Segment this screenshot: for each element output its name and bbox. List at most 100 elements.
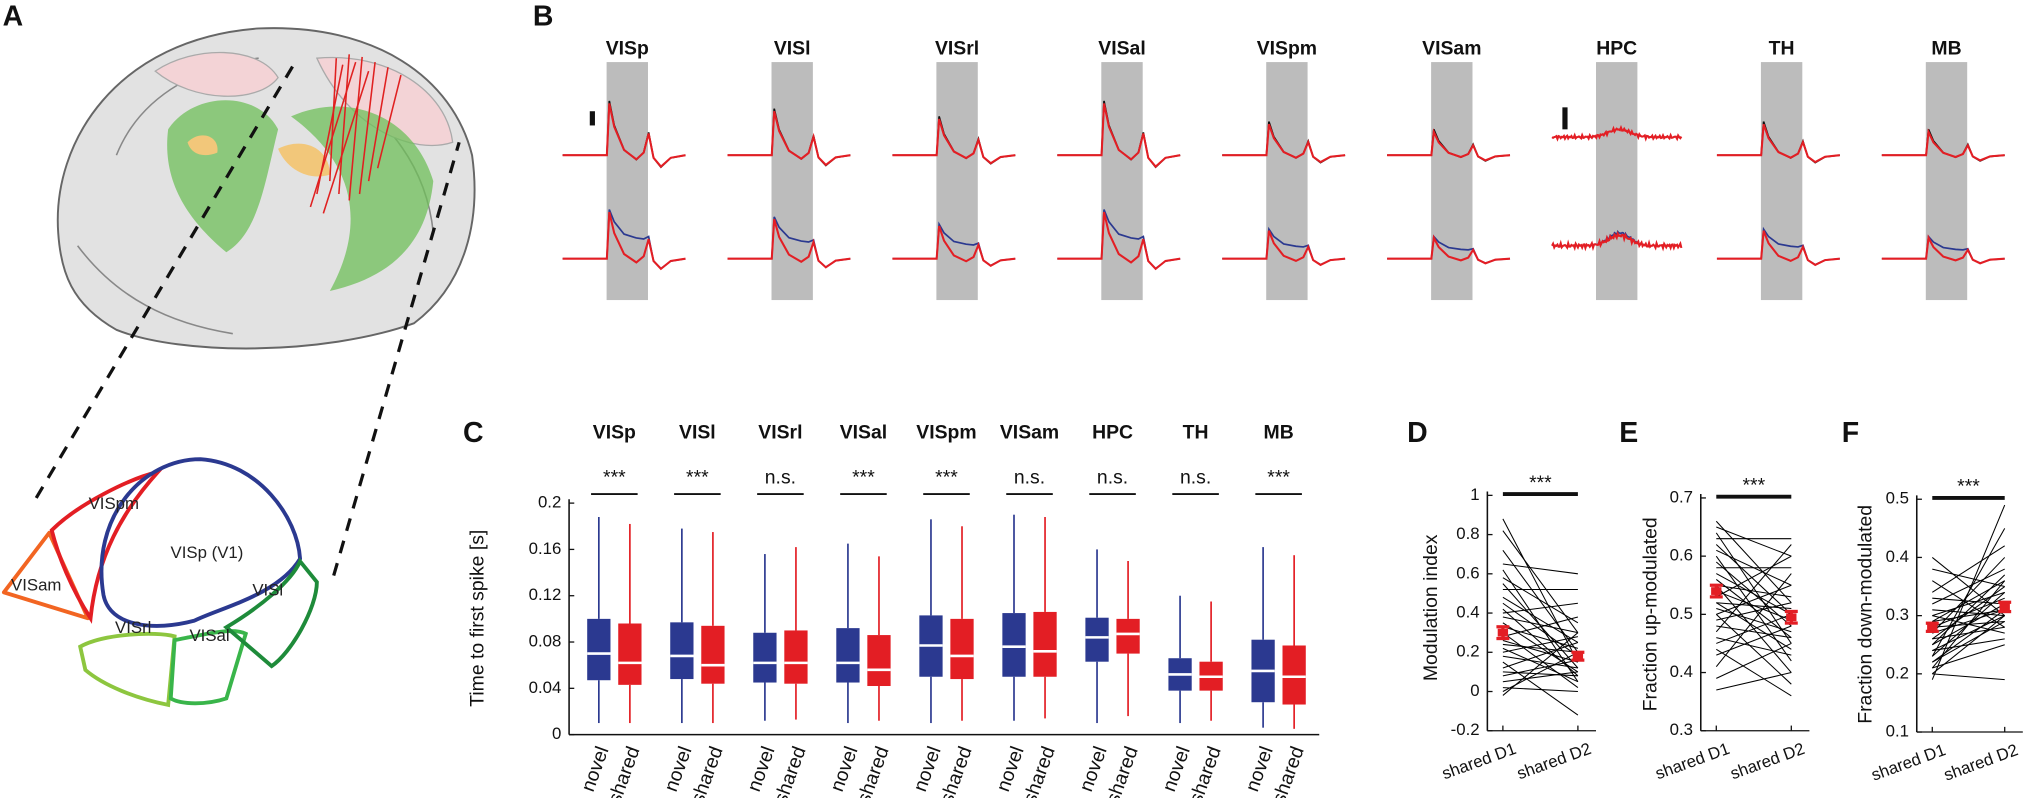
- y-tick-label: 0.5: [1886, 489, 1909, 508]
- mean-marker: [1711, 587, 1722, 595]
- significance: ***: [1742, 474, 1765, 496]
- panel-letter: B: [533, 1, 554, 33]
- trace: [1057, 103, 1181, 169]
- y-axis-label: Time to first spike [s]: [467, 530, 489, 707]
- stimulus-window: [1925, 62, 1968, 301]
- area-label: VISal: [189, 626, 229, 645]
- trace: [1716, 230, 1840, 267]
- significance: ***: [603, 467, 626, 489]
- y-tick-label: 0.2: [1456, 642, 1479, 661]
- pair-line: [1716, 555, 1792, 598]
- mean-marker: [1497, 628, 1509, 637]
- pair-line: [1716, 637, 1792, 656]
- trace: [727, 110, 851, 167]
- pair-line: [1502, 622, 1579, 673]
- pair-line: [1932, 615, 2005, 652]
- panel-letter: F: [1842, 417, 1859, 449]
- trace: [1881, 128, 2005, 162]
- pair-line: [1932, 621, 2005, 663]
- x-tick-label: shared D1: [1869, 740, 1948, 784]
- zoom-line: [34, 57, 299, 499]
- pair-line: [1502, 641, 1579, 669]
- trace: [1716, 123, 1840, 164]
- significance: n.s.: [1097, 467, 1128, 489]
- x-tick-label: shared D2: [1728, 739, 1807, 783]
- y-tick-label: 0.3: [1886, 605, 1909, 624]
- pair-line: [1502, 530, 1579, 633]
- group-title: VISrl: [758, 421, 802, 443]
- area-map: [1, 457, 319, 708]
- x-tick-label: shared D2: [1514, 739, 1593, 783]
- pair-line: [1931, 574, 2006, 646]
- pair-line: [1931, 504, 2006, 680]
- stimulus-window: [936, 62, 978, 301]
- pair-line: [1932, 568, 2005, 588]
- pair-line: [1502, 602, 1578, 614]
- y-tick-label: 0.2: [538, 493, 561, 512]
- significance: ***: [686, 467, 709, 489]
- panel-letter: A: [3, 1, 24, 33]
- pair-line: [1502, 518, 1579, 663]
- brain-illustration: [56, 27, 476, 350]
- pair-line: [1932, 673, 2005, 681]
- pair-line: [1502, 636, 1579, 653]
- pair-line: [1502, 602, 1579, 657]
- pair-line: [1716, 584, 1792, 598]
- y-tick-label: 0.1: [1886, 721, 1909, 740]
- area-title: VISrl: [935, 37, 979, 59]
- pair-line: [1932, 609, 2005, 622]
- significance: ***: [1957, 476, 1980, 498]
- trace: [1222, 123, 1346, 164]
- box: [950, 618, 974, 680]
- pair-line: [1716, 526, 1792, 557]
- area-label: VISp (V1): [171, 543, 244, 562]
- box: [701, 625, 725, 684]
- y-tick-label: -0.2: [1451, 720, 1480, 739]
- trace: [1551, 230, 1683, 252]
- area-title: HPC: [1596, 37, 1637, 59]
- y-tick-label: 0.6: [1456, 563, 1479, 582]
- group-title: HPC: [1092, 421, 1133, 443]
- trace: [892, 225, 1016, 268]
- y-tick-label: 0.2: [1886, 663, 1909, 682]
- trace: [1551, 124, 1683, 142]
- pair-line: [1502, 647, 1579, 683]
- stimulus-window: [1596, 62, 1638, 301]
- stimulus-window: [771, 62, 813, 301]
- y-tick-label: 0: [552, 724, 561, 743]
- pair-line: [1502, 671, 1578, 677]
- y-tick-label: 0.8: [1456, 524, 1479, 543]
- area-title: VISp: [606, 37, 649, 59]
- area-label: VISl: [252, 581, 283, 600]
- panel-letter: E: [1619, 417, 1638, 449]
- pair-line: [1932, 580, 2005, 622]
- box: [1282, 645, 1306, 705]
- box: [784, 630, 808, 684]
- y-tick-label: 0.4: [1670, 662, 1693, 681]
- box: [670, 622, 694, 680]
- pair-line: [1716, 625, 1792, 639]
- pair-line: [1502, 655, 1578, 669]
- group-title: VISp: [593, 421, 636, 443]
- y-tick-label: 0.5: [1670, 604, 1693, 623]
- pair-line: [1931, 557, 2006, 634]
- box: [867, 635, 891, 687]
- stimulus-window: [1431, 62, 1473, 301]
- trace: [562, 211, 686, 271]
- box: [753, 632, 777, 683]
- pair-line: [1502, 608, 1579, 677]
- trace: [1387, 234, 1511, 265]
- pair-line: [1932, 609, 2005, 634]
- trace: [1222, 230, 1346, 267]
- group-title: VISam: [1000, 421, 1059, 443]
- pair-line: [1716, 584, 1792, 615]
- pair-line: [1502, 583, 1579, 669]
- significance: n.s.: [765, 467, 796, 489]
- area-title: VISam: [1422, 37, 1481, 59]
- pair-line: [1502, 661, 1579, 716]
- trace: [1881, 234, 2005, 265]
- pair-line: [1502, 563, 1578, 575]
- y-tick-label: 1: [1470, 485, 1479, 504]
